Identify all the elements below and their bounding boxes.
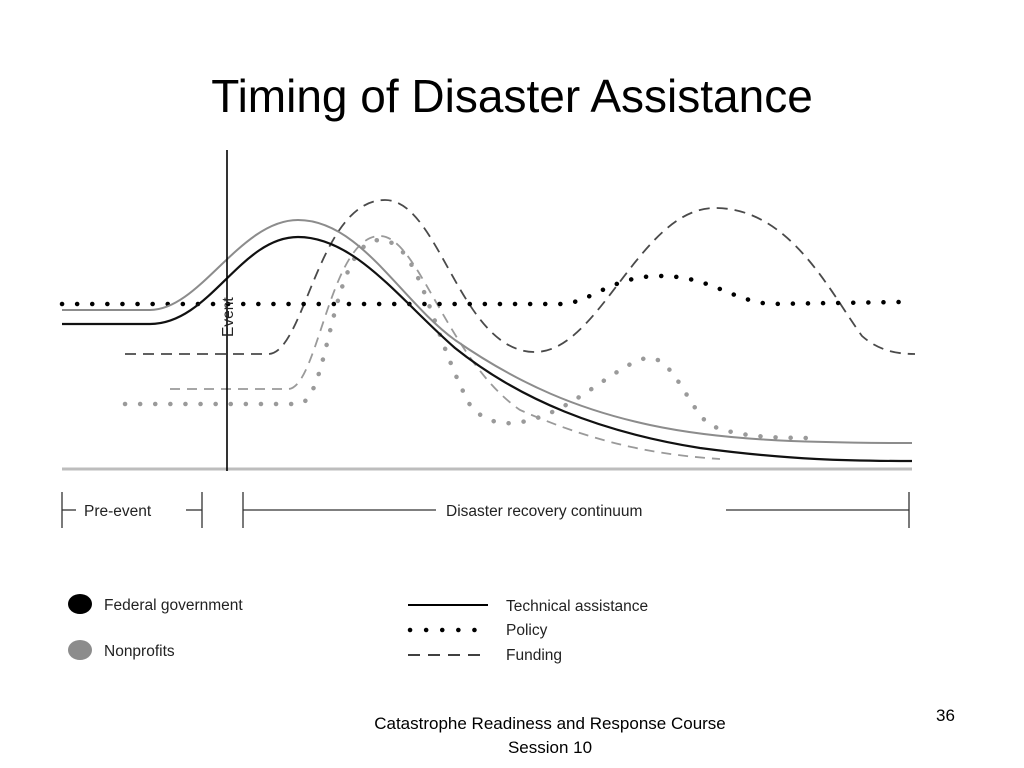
nonprofit-legend-swatch bbox=[68, 640, 92, 660]
pre-event-bracket bbox=[61, 492, 203, 528]
legend-assistance-types: Technical assistance Policy Funding bbox=[407, 598, 648, 664]
footer-course-name: Catastrophe Readiness and Response Cours… bbox=[374, 714, 726, 733]
recovery-label: Disaster recovery continuum bbox=[446, 503, 642, 520]
slide-title: Timing of Disaster Assistance bbox=[211, 70, 813, 122]
legend-nonprofit-label: Nonprofits bbox=[104, 643, 175, 660]
nonprofit-funding-curve bbox=[170, 235, 721, 460]
footer-session: Session 10 bbox=[507, 738, 593, 757]
legend-technical-label: Technical assistance bbox=[506, 598, 648, 615]
page-number: 36 bbox=[936, 706, 955, 725]
legend-federal-label: Federal government bbox=[104, 597, 243, 614]
legend-funding-label: Funding bbox=[506, 647, 562, 664]
federal-technical-assistance-curve bbox=[62, 235, 913, 463]
nonprofit-policy-curve bbox=[122, 237, 823, 441]
federal-policy-curve bbox=[59, 273, 903, 307]
slide-footer: Catastrophe Readiness and Response Cours… bbox=[300, 712, 800, 760]
federal-funding-curve bbox=[125, 199, 916, 355]
pre-event-label: Pre-event bbox=[84, 503, 152, 520]
legend-actors: Federal government Nonprofits bbox=[68, 594, 243, 660]
federal-legend-swatch bbox=[68, 594, 92, 614]
legend-policy-label: Policy bbox=[506, 622, 548, 639]
recovery-bracket bbox=[242, 492, 910, 528]
nonprofit-technical-assistance-curve bbox=[62, 218, 913, 444]
event-label: Event bbox=[220, 297, 237, 337]
